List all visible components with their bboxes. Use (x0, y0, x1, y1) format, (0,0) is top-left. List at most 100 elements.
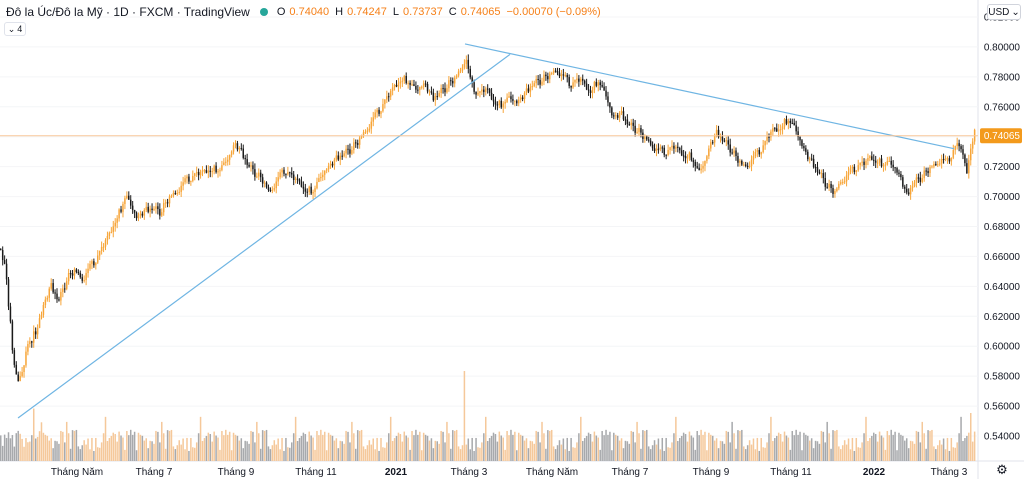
candle-body (756, 149, 759, 152)
volume-bar (308, 431, 310, 461)
volume-bar (327, 432, 330, 461)
volume-bar (455, 429, 458, 461)
candle-body (816, 167, 819, 172)
volume-bar (372, 438, 374, 461)
time-axis[interactable]: Tháng Năm Tháng 7 Tháng 9 Tháng 11 2021 Tháng… (51, 467, 968, 478)
volume-bar (314, 449, 316, 461)
volume-bar (900, 434, 902, 461)
volume-bar (915, 430, 918, 461)
volume-bar (855, 437, 858, 461)
candle-body (516, 100, 518, 104)
volume-bar (964, 438, 966, 461)
volume-bar (940, 444, 943, 461)
candle-body (320, 177, 322, 179)
volume-bar (248, 443, 250, 461)
volume-bar (657, 438, 660, 461)
candle-body (950, 157, 953, 162)
candle-body (746, 165, 749, 167)
volume-bar (190, 437, 192, 461)
candle-body (7, 279, 10, 307)
volume-bar (306, 441, 309, 461)
volume-bar (428, 440, 431, 461)
symbol-title[interactable]: Đô la Úc/Đô la Mỹ · 1D · FXCM · TradingV… (6, 5, 250, 19)
candle-body (122, 203, 124, 212)
candle-body (215, 165, 217, 173)
price-axis[interactable]: 0.54000 0.56000 0.58000 0.60000 0.62000 0.640… (984, 13, 1021, 443)
volume-bar (547, 430, 549, 461)
volume-bar (514, 431, 516, 461)
candle-body (139, 213, 142, 216)
volume-bar (161, 421, 163, 461)
candle-body (655, 148, 658, 152)
volume-bar (750, 444, 753, 461)
time-tick-label: Tháng 11 (770, 467, 812, 478)
ohlc-high-key: H (335, 6, 344, 18)
candle-body (444, 88, 446, 93)
candle-body (944, 158, 947, 160)
chevron-down-icon: ⌄ (7, 23, 16, 34)
volume-bar (973, 431, 976, 461)
candle-body (624, 119, 627, 121)
volume-bar (291, 442, 293, 461)
candle-body (302, 186, 305, 189)
volume-bar (473, 450, 475, 461)
volume-bar (523, 440, 526, 461)
candle-body (620, 111, 623, 113)
candle-body (696, 166, 698, 168)
candle-body (781, 126, 784, 130)
volume-bar (797, 434, 799, 461)
indicator-toggle-button[interactable]: ⌄ 4 (4, 22, 26, 36)
candle-body (98, 250, 101, 256)
currency-select[interactable]: USD ⌄ (987, 4, 1021, 20)
candle-body (453, 77, 456, 84)
candle-body (890, 160, 892, 165)
volume-bar (420, 450, 423, 461)
volume-bar (345, 430, 347, 461)
candle-body (403, 75, 406, 81)
volume-bar (31, 435, 33, 461)
candle-body (322, 174, 324, 178)
volume-bar (632, 431, 634, 461)
candle-body (861, 161, 863, 163)
volume-bar (343, 443, 345, 461)
candle-body (857, 165, 859, 171)
trendlines[interactable] (17, 43, 955, 419)
candle-body (539, 79, 541, 85)
volume-bar (25, 438, 27, 461)
volume-bar (671, 442, 673, 461)
candle-body (923, 170, 925, 179)
candle-body (192, 175, 194, 181)
candle-body (820, 173, 823, 175)
candle-body (389, 90, 392, 97)
trendline[interactable] (464, 43, 955, 150)
candle-body (686, 157, 689, 159)
candle-body (661, 147, 664, 149)
volume-bar (34, 438, 37, 461)
candle-body (102, 246, 105, 248)
trendline[interactable] (17, 53, 511, 419)
time-tick-label: Tháng Năm (51, 467, 103, 478)
volume-bar (155, 430, 157, 461)
candle-body (292, 174, 295, 180)
gear-icon[interactable]: ⚙ (996, 462, 1008, 477)
candle-body (413, 84, 415, 86)
candle-body (356, 143, 359, 145)
volume-bar (401, 441, 404, 461)
candle-body (793, 122, 795, 126)
volume-bar (795, 429, 797, 461)
volume-bar (500, 435, 503, 461)
volume-bar (242, 448, 244, 461)
last-price-label: 0.74065 (984, 131, 1021, 142)
volume-bar (636, 421, 638, 461)
volume-bar (562, 438, 565, 461)
candle-body (673, 145, 675, 149)
volume-bar (710, 434, 712, 461)
candle-body (663, 147, 665, 155)
ohlc-change-value: −0.00070 (−0.09%) (506, 6, 601, 18)
volume-bar (91, 437, 93, 461)
candle-body (725, 140, 728, 142)
volume-bar (129, 429, 132, 461)
volume-bar (450, 448, 452, 461)
price-tick-label: 0.66000 (984, 252, 1021, 263)
